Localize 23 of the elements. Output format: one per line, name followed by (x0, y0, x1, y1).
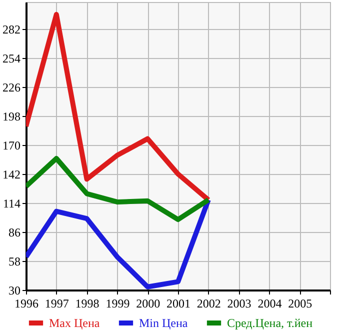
y-tick-label: 170 (2, 138, 20, 152)
x-tick-label: 1997 (44, 296, 69, 310)
y-tick-label: 142 (2, 167, 20, 182)
y-tick-label: 226 (2, 80, 20, 94)
x-tick-label: 2000 (136, 296, 160, 310)
x-tick-label: 2005 (288, 296, 312, 310)
y-tick-label: 30 (8, 284, 20, 298)
x-tick-label: 2002 (196, 296, 221, 310)
y-tick-label: 282 (2, 22, 20, 36)
legend-label: Min Цена (139, 316, 188, 330)
x-tick-label: 1999 (106, 296, 130, 310)
legend-label: Max Цена (49, 316, 100, 330)
x-tick-label: 2004 (258, 296, 282, 310)
y-tick-label: 198 (2, 109, 20, 124)
x-tick-label: 1998 (75, 296, 100, 310)
y-tick-label: 254 (2, 51, 20, 66)
y-tick-label: 58 (8, 254, 20, 268)
legend-label: Сред.Цена, т.йен (227, 316, 314, 330)
x-tick-label: 2001 (166, 296, 190, 310)
y-tick-label: 86 (8, 225, 20, 240)
x-tick-label: 1996 (14, 296, 38, 310)
x-tick-label: 2003 (227, 296, 252, 310)
y-tick-label: 114 (2, 196, 20, 210)
